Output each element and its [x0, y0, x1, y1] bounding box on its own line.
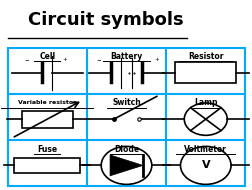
- Text: Switch: Switch: [112, 98, 140, 108]
- Text: +: +: [154, 57, 159, 62]
- Text: Variable resistor: Variable resistor: [18, 101, 76, 105]
- Text: Voltmeter: Voltmeter: [184, 145, 226, 154]
- Text: V: V: [201, 160, 209, 170]
- Text: Diode: Diode: [113, 145, 139, 154]
- Text: Cell: Cell: [39, 52, 55, 61]
- Text: −: −: [25, 57, 29, 62]
- Polygon shape: [110, 155, 142, 176]
- Text: Battery: Battery: [110, 52, 142, 61]
- FancyBboxPatch shape: [22, 111, 72, 128]
- Text: −: −: [96, 57, 101, 62]
- FancyBboxPatch shape: [175, 63, 235, 83]
- Bar: [8, 48, 244, 186]
- Text: Fuse: Fuse: [37, 145, 57, 154]
- FancyBboxPatch shape: [14, 158, 80, 173]
- Text: Resistor: Resistor: [187, 52, 223, 61]
- Text: Circuit symbols: Circuit symbols: [28, 11, 183, 29]
- Text: Lamp: Lamp: [193, 98, 217, 108]
- Text: +: +: [62, 57, 67, 62]
